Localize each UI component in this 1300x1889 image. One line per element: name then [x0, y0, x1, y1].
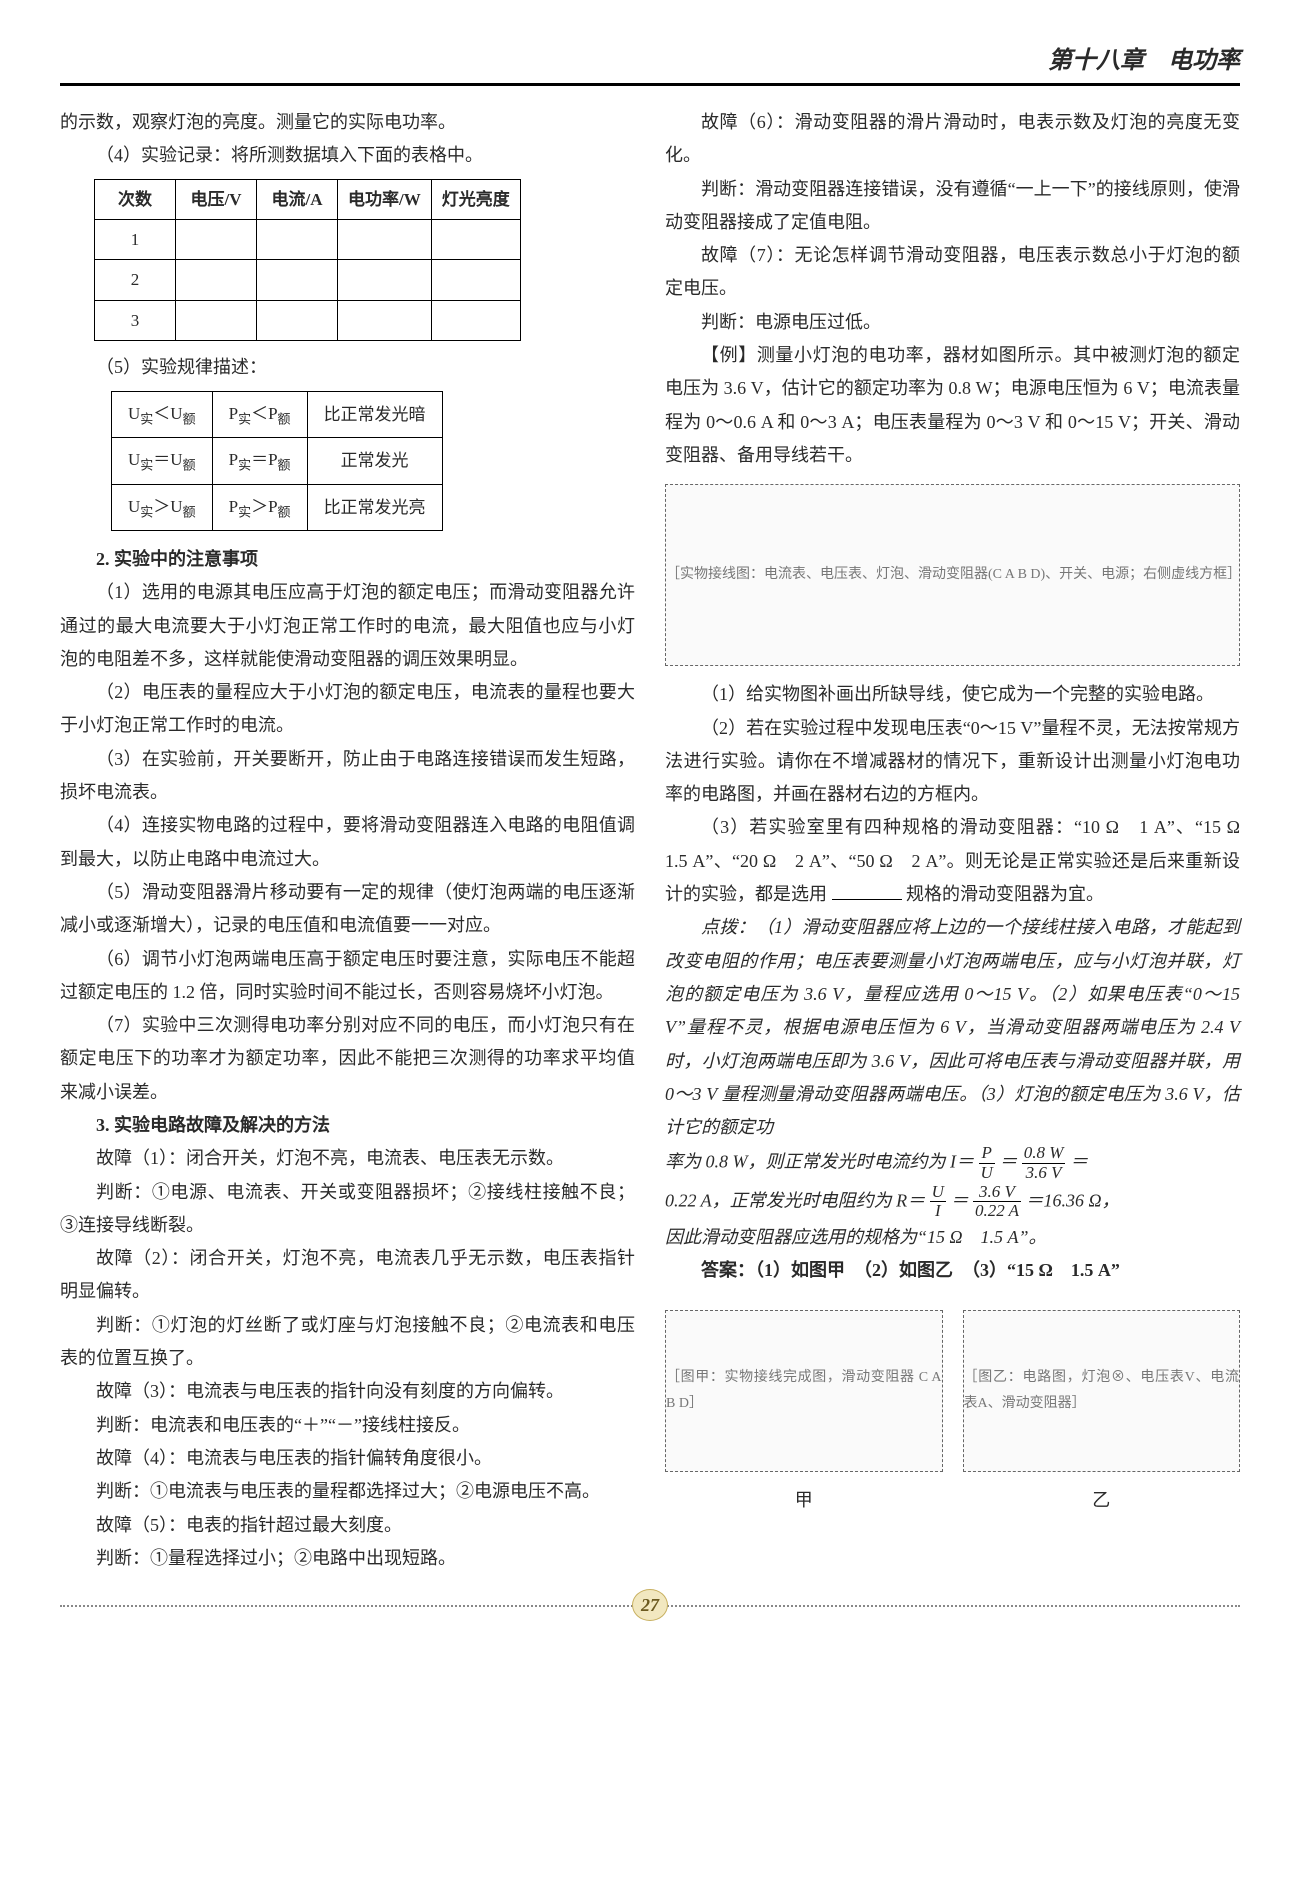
page-number: 27 [632, 1589, 668, 1621]
para: 故障（4）：电流表与电压表的指针偏转角度很小。 [60, 1442, 635, 1475]
para: 判断：①量程选择过小；②电路中出现短路。 [60, 1542, 635, 1575]
td: U实＜U额 [112, 391, 213, 437]
para: （3）在实验前，开关要断开，防止由于电路连接错误而发生短路，损坏电流表。 [60, 743, 635, 810]
td: P实＞P额 [212, 484, 307, 530]
td: P实＜P额 [212, 391, 307, 437]
numerator: U [930, 1183, 946, 1203]
para: （4）连接实物电路的过程中，要将滑动变阻器连入电路的电阻值调到最大，以防止电路中… [60, 809, 635, 876]
td: U实＞U额 [112, 484, 213, 530]
fraction: 3.6 V 0.22 A [973, 1183, 1021, 1221]
td: U实＝U额 [112, 438, 213, 484]
left-column: 的示数，观察灯泡的亮度。测量它的实际电功率。 （4）实验记录：将所测数据填入下面… [60, 106, 635, 1575]
para: （2）电压表的量程应大于小灯泡的额定电压，电流表的量程也要大于小灯泡正常工作时的… [60, 676, 635, 743]
text: 规格的滑动变阻器为宜。 [906, 884, 1104, 904]
para: 的示数，观察灯泡的亮度。测量它的实际电功率。 [60, 106, 635, 139]
th: 电流/A [257, 179, 338, 219]
table-row: 次数 电压/V 电流/A 电功率/W 灯光亮度 [95, 179, 521, 219]
para: （4）实验记录：将所测数据填入下面的表格中。 [60, 139, 635, 172]
para: （1）给实物图补画出所缺导线，使它成为一个完整的实验电路。 [665, 678, 1240, 711]
table-row: 3 [95, 300, 521, 340]
para: （5）滑动变阻器滑片移动要有一定的规律（使灯泡两端的电压逐渐减小或逐渐增大），记… [60, 876, 635, 943]
th: 次数 [95, 179, 176, 219]
table-row: 1 [95, 220, 521, 260]
td: 比正常发光亮 [307, 484, 442, 530]
para: （6）调节小灯泡两端电压高于额定电压时要注意，实际电压不能超过额定电压的 1.2… [60, 943, 635, 1010]
denominator: U [979, 1164, 995, 1183]
answer-diagrams: ［图甲：实物接线完成图，滑动变阻器 C A B D］ ［图乙：电路图，灯泡⊗、电… [665, 1298, 1240, 1484]
text: ＝ [1070, 1152, 1088, 1172]
para: 判断：滑动变阻器连接错误，没有遵循“一上一下”的接线原则，使滑动变阻器接成了定值… [665, 173, 1240, 240]
para: 故障（1）：闭合开关，灯泡不亮，电流表、电压表无示数。 [60, 1142, 635, 1175]
td: 正常发光 [307, 438, 442, 484]
calc-line: 率为 0.8 W，则正常发光时电流约为 I＝ P U ＝ 0.8 W 3.6 V… [665, 1144, 1240, 1182]
para: （2）若在实验过程中发现电压表“0～15 V”量程不灵，无法按常规方法进行实验。… [665, 712, 1240, 812]
para: 判断：①电源、电流表、开关或变阻器损坏；②接线柱接触不良；③连接导线断裂。 [60, 1176, 635, 1243]
right-column: 故障（6）：滑动变阻器的滑片滑动时，电表示数及灯泡的亮度无变化。 判断：滑动变阻… [665, 106, 1240, 1575]
text: 率为 0.8 W，则正常发光时电流约为 I＝ [665, 1152, 974, 1172]
text: ＝ [950, 1190, 968, 1210]
para: （7）实验中三次测得电功率分别对应不同的电压，而小灯泡只有在额定电压下的功率才为… [60, 1009, 635, 1109]
denominator: 3.6 V [1022, 1164, 1066, 1183]
td: 2 [95, 260, 176, 300]
para: 故障（6）：滑动变阻器的滑片滑动时，电表示数及灯泡的亮度无变化。 [665, 106, 1240, 173]
fill-blank [832, 881, 902, 900]
th: 灯光亮度 [431, 179, 520, 219]
para: 故障（2）：闭合开关，灯泡不亮，电流表几乎无示数，电压表指针明显偏转。 [60, 1242, 635, 1309]
td: 比正常发光暗 [307, 391, 442, 437]
para: 故障（3）：电流表与电压表的指针向没有刻度的方向偏转。 [60, 1375, 635, 1408]
text: ＝16.36 Ω， [1026, 1190, 1120, 1210]
th: 电功率/W [338, 179, 432, 219]
page-footer: 27 [60, 1605, 1240, 1607]
section-heading: 2. 实验中的注意事项 [60, 543, 635, 576]
numerator: 3.6 V [973, 1183, 1021, 1203]
hint-para: 点拨：（1）滑动变阻器应将上边的一个接线柱接入电路，才能起到改变电阻的作用；电压… [665, 911, 1240, 1144]
para: 判断：①电流表与电压表的量程都选择过大；②电源电压不高。 [60, 1475, 635, 1508]
td: 1 [95, 220, 176, 260]
circuit-diagram-jia: ［图甲：实物接线完成图，滑动变阻器 C A B D］ [665, 1310, 943, 1472]
para: 故障（7）：无论怎样调节滑动变阻器，电压表示数总小于灯泡的额定电压。 [665, 239, 1240, 306]
para: 判断：①灯泡的灯丝断了或灯座与灯泡接触不良；②电流表和电压表的位置互换了。 [60, 1309, 635, 1376]
fraction: 0.8 W 3.6 V [1022, 1144, 1066, 1182]
fraction: P U [979, 1144, 995, 1182]
text: 0.22 A，正常发光时电阻约为 R＝ [665, 1190, 925, 1210]
table-row: 2 [95, 260, 521, 300]
section-heading: 3. 实验电路故障及解决的方法 [60, 1109, 635, 1142]
para: 故障（5）：电表的指针超过最大刻度。 [60, 1509, 635, 1542]
th: 电压/V [176, 179, 257, 219]
td: 3 [95, 300, 176, 340]
para: （1）选用的电源其电压应高于灯泡的额定电压；而滑动变阻器允许通过的最大电流要大于… [60, 576, 635, 676]
text: ＝ [999, 1152, 1017, 1172]
content-columns: 的示数，观察灯泡的亮度。测量它的实际电功率。 （4）实验记录：将所测数据填入下面… [60, 106, 1240, 1575]
record-table: 次数 电压/V 电流/A 电功率/W 灯光亮度 1 2 3 [94, 179, 521, 342]
para: 判断：电流表和电压表的“＋”“－”接线柱接反。 [60, 1409, 635, 1442]
para: 判断：电源电压过低。 [665, 306, 1240, 339]
caption-jia: 甲 [665, 1484, 943, 1517]
denominator: I [930, 1202, 946, 1221]
table-row: U实＞U额 P实＞P额 比正常发光亮 [112, 484, 443, 530]
calc-line: 因此滑动变阻器应选用的规格为“15 Ω 1.5 A”。 [665, 1221, 1240, 1254]
numerator: P [979, 1144, 995, 1164]
chapter-header: 第十八章 电功率 [60, 40, 1240, 86]
table-row: U实＝U额 P实＝P额 正常发光 [112, 438, 443, 484]
caption-yi: 乙 [963, 1484, 1241, 1517]
table-row: U实＜U额 P实＜P额 比正常发光暗 [112, 391, 443, 437]
circuit-diagram-1: ［实物接线图：电流表、电压表、灯泡、滑动变阻器(C A B D)、开关、电源；右… [665, 484, 1240, 666]
fraction: U I [930, 1183, 946, 1221]
rules-table: U实＜U额 P实＜P额 比正常发光暗 U实＝U额 P实＝P额 正常发光 U实＞U… [111, 391, 443, 531]
para: （3）若实验室里有四种规格的滑动变阻器：“10 Ω 1 A”、“15 Ω 1.5… [665, 811, 1240, 911]
circuit-diagram-yi: ［图乙：电路图，灯泡⊗、电压表V、电流表A、滑动变阻器］ [963, 1310, 1241, 1472]
td: P实＝P额 [212, 438, 307, 484]
denominator: 0.22 A [973, 1202, 1021, 1221]
footer-dotline: 27 [60, 1605, 1240, 1607]
numerator: 0.8 W [1022, 1144, 1066, 1164]
diagram-captions: 甲 乙 [665, 1484, 1240, 1517]
example-para: 【例】测量小灯泡的电功率，器材如图所示。其中被测灯泡的额定电压为 3.6 V，估… [665, 339, 1240, 472]
para: （5）实验规律描述： [60, 351, 635, 384]
answer-line: 答案：（1）如图甲 （2）如图乙 （3）“15 Ω 1.5 A” [665, 1254, 1240, 1287]
calc-line: 0.22 A，正常发光时电阻约为 R＝ U I ＝ 3.6 V 0.22 A ＝… [665, 1183, 1240, 1221]
